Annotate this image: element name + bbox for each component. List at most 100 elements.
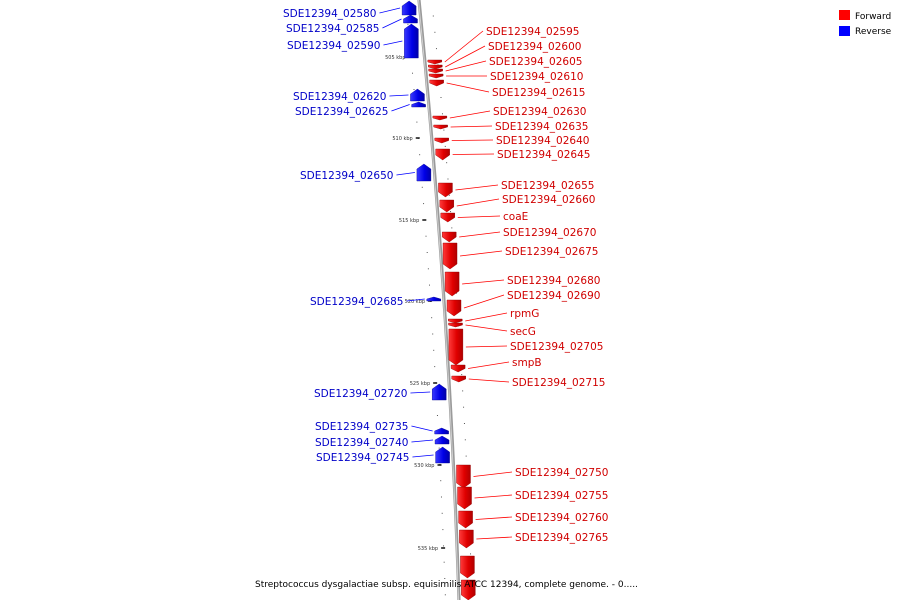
reverse-gene-arrow[interactable] <box>410 88 425 102</box>
forward-leader-line <box>445 45 486 68</box>
forward-leader-line <box>445 60 487 72</box>
forward-gene-arrow[interactable] <box>440 212 455 223</box>
forward-gene-arrow[interactable] <box>433 124 448 130</box>
forward-gene-label[interactable]: SDE12394_02690 <box>507 290 600 302</box>
scale-label: 535 kbp <box>418 546 438 552</box>
forward-gene-label[interactable]: SDE12394_02605 <box>489 56 582 68</box>
reverse-gene-arrow[interactable] <box>411 101 426 108</box>
reverse-gene-label[interactable]: SDE12394_02685 <box>310 296 403 308</box>
reverse-gene-arrow[interactable] <box>426 296 441 302</box>
reverse-gene-label[interactable]: SDE12394_02625 <box>295 106 388 118</box>
forward-gene-label[interactable]: SDE12394_02595 <box>486 26 579 38</box>
forward-leader-line <box>475 516 513 520</box>
reverse-gene-arrow[interactable] <box>404 23 419 59</box>
reverse-gene-label[interactable]: SDE12394_02590 <box>287 40 380 52</box>
gene-labels: SDE12394_02595 SDE12394_02600 SDE12394_026… <box>283 8 608 544</box>
forward-leader-line <box>465 312 508 322</box>
reverse-leader-line <box>391 104 410 112</box>
forward-gene-arrow[interactable] <box>432 115 448 121</box>
forward-gene-label[interactable]: coaE <box>503 211 528 223</box>
forward-gene-arrow[interactable] <box>444 271 460 297</box>
forward-gene-label[interactable]: SDE12394_02660 <box>502 194 595 206</box>
forward-gene-arrow[interactable] <box>438 182 453 198</box>
forward-gene-label[interactable]: SDE12394_02680 <box>507 275 600 287</box>
forward-leader-line <box>459 231 501 238</box>
forward-gene-arrow[interactable] <box>429 79 444 87</box>
forward-gene-arrow[interactable] <box>428 73 444 79</box>
reverse-gene-label[interactable]: SDE12394_02720 <box>314 388 407 400</box>
reverse-leader-line <box>389 94 409 97</box>
forward-leader-line <box>444 30 484 63</box>
reverse-gene-label[interactable]: SDE12394_02740 <box>315 437 408 449</box>
forward-gene-arrow[interactable] <box>442 242 458 270</box>
forward-gene-arrow[interactable] <box>439 199 454 213</box>
reverse-gene-arrow[interactable] <box>435 446 450 464</box>
forward-gene-arrow[interactable] <box>448 328 464 366</box>
reverse-gene-label[interactable]: SDE12394_02745 <box>316 452 409 464</box>
reverse-leader-line <box>411 439 434 443</box>
forward-gene-arrow[interactable] <box>442 231 457 243</box>
forward-gene-label[interactable]: SDE12394_02630 <box>493 106 586 118</box>
forward-gene-label[interactable]: SDE12394_02705 <box>510 341 603 353</box>
forward-gene-arrow[interactable] <box>434 137 449 144</box>
forward-leader-line <box>446 82 490 93</box>
forward-gene-label[interactable]: rpmG <box>510 308 539 320</box>
forward-gene-arrow[interactable] <box>450 364 466 373</box>
forward-gene-arrow[interactable] <box>428 64 443 70</box>
scale-label: 505 kbp <box>385 55 405 61</box>
forward-gene-arrow[interactable] <box>460 555 475 579</box>
scale-label: 530 kbp <box>414 463 434 469</box>
forward-gene-label[interactable]: SDE12394_02675 <box>505 246 598 258</box>
reverse-gene-label[interactable]: SDE12394_02585 <box>286 23 379 35</box>
forward-gene-label[interactable]: SDE12394_02615 <box>492 87 585 99</box>
forward-gene-label[interactable]: secG <box>510 326 536 338</box>
forward-gene-label[interactable]: SDE12394_02635 <box>495 121 588 133</box>
reverse-gene-arrow[interactable] <box>432 383 447 401</box>
reverse-gene-arrow[interactable] <box>401 0 417 16</box>
forward-gene-label[interactable]: SDE12394_02715 <box>512 377 605 389</box>
forward-gene-arrow[interactable] <box>451 375 466 383</box>
reverse-gene-arrow[interactable] <box>416 163 432 182</box>
forward-leader-line <box>450 125 493 128</box>
forward-gene-label[interactable]: SDE12394_02640 <box>496 135 589 147</box>
forward-swatch <box>839 10 850 20</box>
reverse-gene-arrow[interactable] <box>434 427 449 435</box>
forward-gene-arrow[interactable] <box>446 299 462 317</box>
forward-gene-label[interactable]: SDE12394_02670 <box>503 227 596 239</box>
forward-leader-line <box>468 361 510 369</box>
forward-gene-label[interactable]: SDE12394_02645 <box>497 149 590 161</box>
forward-gene-label[interactable]: SDE12394_02600 <box>488 41 581 53</box>
forward-gene-arrow[interactable] <box>461 579 476 600</box>
forward-gene-arrow[interactable] <box>459 529 474 549</box>
forward-leader-line <box>465 345 508 348</box>
reverse-gene-label[interactable]: SDE12394_02735 <box>315 421 408 433</box>
forward-gene-arrow[interactable] <box>457 486 472 510</box>
reverse-leader-line <box>383 40 403 46</box>
reverse-gene-label[interactable]: SDE12394_02620 <box>293 91 386 103</box>
forward-gene-arrow[interactable] <box>428 68 443 74</box>
forward-gene-label[interactable]: SDE12394_02655 <box>501 180 594 192</box>
reverse-gene-arrow[interactable] <box>434 435 450 445</box>
backbone <box>417 0 461 600</box>
forward-gene-label[interactable]: SDE12394_02765 <box>515 532 608 544</box>
reverse-leader-line <box>396 172 415 176</box>
forward-gene-label[interactable]: SDE12394_02750 <box>515 467 608 479</box>
forward-leader-line <box>468 378 510 383</box>
forward-gene-label[interactable]: SDE12394_02760 <box>515 512 608 524</box>
forward-gene-arrow[interactable] <box>448 322 463 328</box>
forward-gene-arrow[interactable] <box>458 510 473 529</box>
reverse-gene-label[interactable]: SDE12394_02650 <box>300 170 393 182</box>
forward-gene-arrow[interactable] <box>448 318 463 324</box>
forward-gene-label[interactable]: SDE12394_02610 <box>490 71 583 83</box>
forward-gene-arrow[interactable] <box>427 59 442 65</box>
reverse-gene-arrow[interactable] <box>403 14 418 24</box>
reverse-leader-line <box>410 391 431 394</box>
forward-gene-arrow[interactable] <box>435 148 450 161</box>
forward-leader-line <box>463 294 505 309</box>
forward-gene-label[interactable]: SDE12394_02755 <box>515 490 608 502</box>
reverse-gene-label[interactable]: SDE12394_02580 <box>283 8 376 20</box>
forward-gene-label[interactable]: smpB <box>512 357 542 369</box>
forward-gene-arrow[interactable] <box>456 464 471 489</box>
reverse-leader-line <box>379 7 401 14</box>
